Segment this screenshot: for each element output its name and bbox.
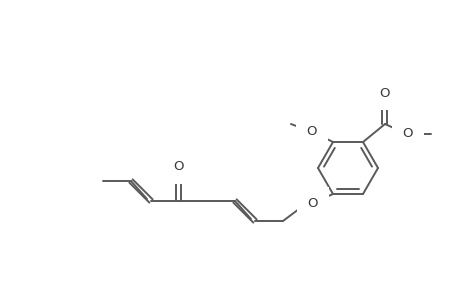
Text: O: O	[402, 127, 412, 140]
Text: O: O	[306, 124, 317, 137]
Text: O: O	[379, 86, 389, 100]
Text: O: O	[174, 160, 184, 173]
Text: O: O	[307, 197, 318, 211]
